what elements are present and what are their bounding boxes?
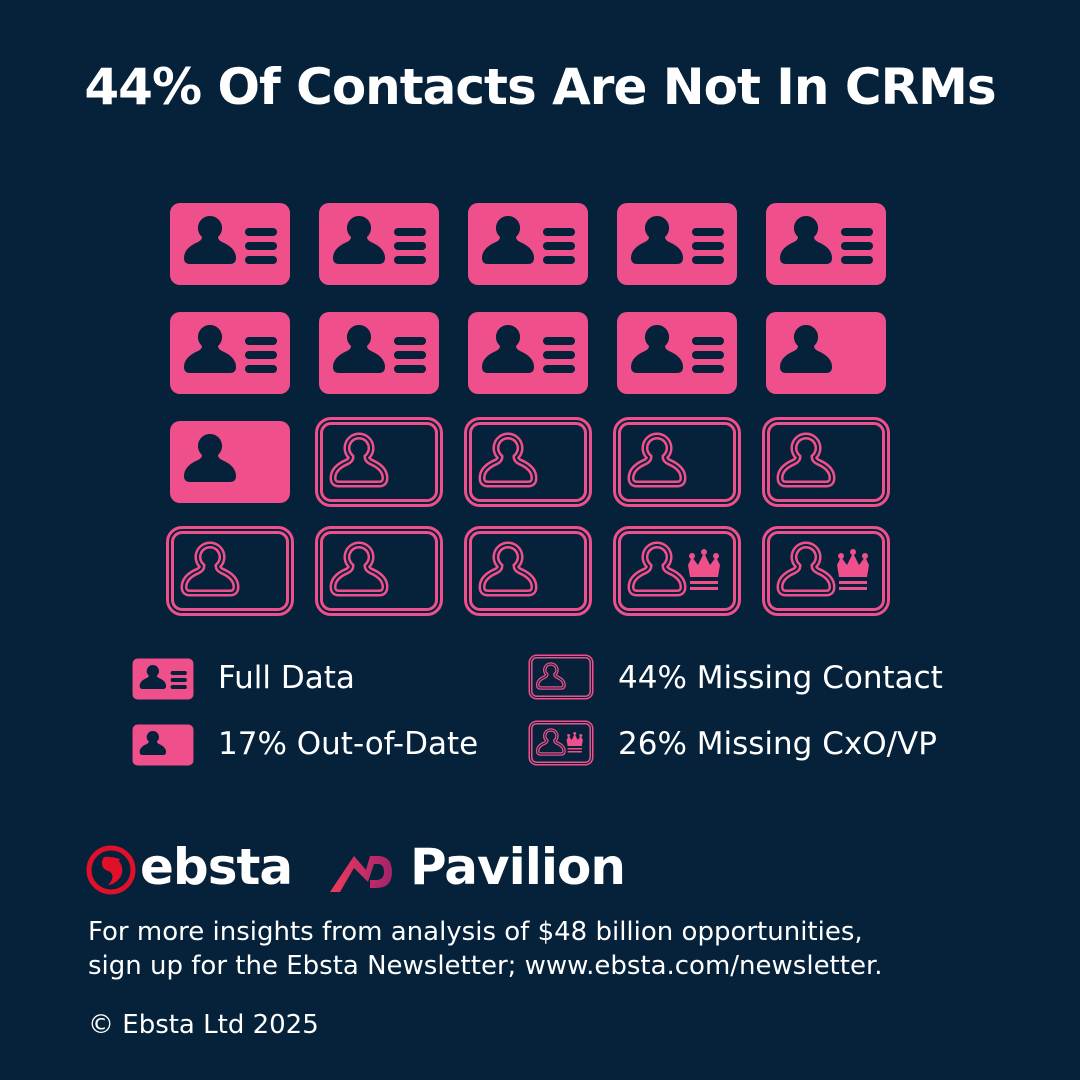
- contact-card-icon-full-data: [463, 307, 593, 399]
- legend-label-cxo: 26% Missing CxO/VP: [618, 726, 937, 762]
- contact-card-icon-missing-contact: [314, 525, 444, 617]
- ebsta-logo-text: ebsta: [140, 838, 293, 896]
- contact-card-icon-full-data: [612, 198, 742, 290]
- contact-card-icon-full-data: [612, 307, 742, 399]
- contact-card-icon-out-of-date: [165, 416, 295, 508]
- contact-card-icon-full-data: [314, 198, 444, 290]
- legend-icon-full: [130, 656, 196, 702]
- footer-line-2: sign up for the Ebsta Newsletter; www.eb…: [88, 951, 883, 981]
- page-title: 44% Of Contacts Are Not In CRMs: [84, 58, 996, 116]
- footer-text: For more insights from analysis of $48 b…: [88, 915, 883, 983]
- legend-icon-cxo: [528, 720, 594, 766]
- contact-card-icon-missing-contact: [314, 416, 444, 508]
- copyright: © Ebsta Ltd 2025: [88, 1010, 319, 1040]
- contact-card-icon-full-data: [165, 198, 295, 290]
- legend-label-missing: 44% Missing Contact: [618, 660, 943, 696]
- footer-line-1: For more insights from analysis of $48 b…: [88, 917, 863, 947]
- contact-card-icon-missing-contact: [761, 416, 891, 508]
- ebsta-logo-icon: [86, 845, 136, 895]
- legend-label-outdated: 17% Out-of-Date: [218, 726, 479, 762]
- pavilion-logo-icon: [330, 848, 410, 894]
- legend-label-full: Full Data: [218, 660, 355, 696]
- contact-card-icon-missing-cxo: [612, 525, 742, 617]
- legend-icon-missing: [528, 654, 594, 700]
- contact-card-icon-missing-contact: [463, 525, 593, 617]
- contact-card-icon-missing-contact: [612, 416, 742, 508]
- pavilion-logo-text: Pavilion: [410, 838, 626, 896]
- contact-card-icon-missing-contact: [463, 416, 593, 508]
- contact-card-icon-full-data: [165, 307, 295, 399]
- contact-card-icon-missing-cxo: [761, 525, 891, 617]
- contact-card-icon-out-of-date: [761, 307, 891, 399]
- contact-card-icon-full-data: [314, 307, 444, 399]
- contact-card-icon-missing-contact: [165, 525, 295, 617]
- contact-card-icon-full-data: [463, 198, 593, 290]
- legend-icon-outdated: [130, 722, 196, 768]
- contact-card-icon-full-data: [761, 198, 891, 290]
